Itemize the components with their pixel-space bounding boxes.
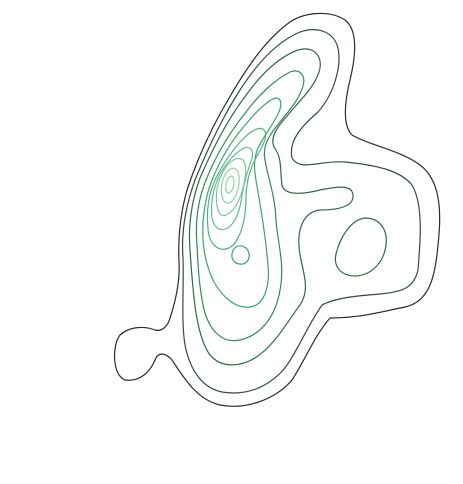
contour-level-9-inner <box>225 175 235 194</box>
contour-level-3 <box>188 48 354 366</box>
contour-level-2 <box>181 29 421 394</box>
contour-level-5 <box>202 97 282 308</box>
contour-level-9 <box>220 167 240 204</box>
contour-level-6 <box>206 127 267 250</box>
contour-level-1 <box>114 12 441 407</box>
contour-level-7 <box>210 146 254 231</box>
contour-level-4 <box>195 70 305 342</box>
contour-secondary-peak <box>231 245 250 265</box>
contour-level-8 <box>215 157 247 217</box>
contour-right-lobe <box>334 217 387 277</box>
